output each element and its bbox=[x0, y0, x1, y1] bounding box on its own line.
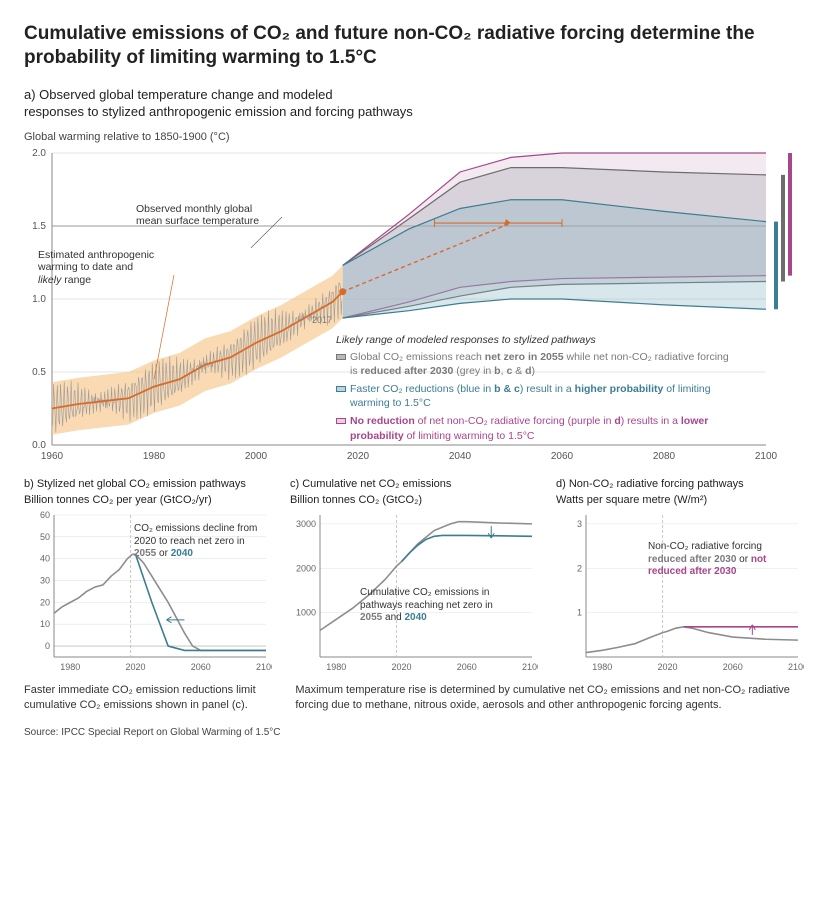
svg-text:2000: 2000 bbox=[245, 451, 268, 462]
legend-blue: Faster CO₂ reductions (blue in b & c) re… bbox=[336, 382, 738, 410]
orange-annot-l3: likely bbox=[38, 274, 61, 286]
svg-text:2020: 2020 bbox=[392, 662, 412, 672]
panel-a-chart: 0.0 0.5 1.0 1.5 2.0 1960 1980 2000 2020 2040 2060 2… bbox=[24, 147, 802, 463]
year-2017-label: 2017 bbox=[312, 315, 332, 326]
panel-a-ylabel: Global warming relative to 1850-1900 (°C… bbox=[24, 131, 802, 143]
svg-text:1.0: 1.0 bbox=[32, 294, 46, 305]
orange-annot-l3b: range bbox=[61, 274, 91, 286]
svg-text:10: 10 bbox=[40, 619, 50, 629]
svg-text:0.0: 0.0 bbox=[32, 440, 46, 451]
svg-text:1980: 1980 bbox=[143, 451, 166, 462]
svg-text:30: 30 bbox=[40, 576, 50, 586]
panel-d-annot: Non-CO₂ radiative forcing reduced after … bbox=[648, 541, 798, 579]
svg-text:1000: 1000 bbox=[296, 608, 316, 618]
legend-blue-swatch bbox=[336, 386, 346, 392]
orange-annot-l1: Estimated anthropogenic bbox=[38, 249, 154, 261]
svg-text:3000: 3000 bbox=[296, 519, 316, 529]
svg-text:50: 50 bbox=[40, 532, 50, 542]
panel-d-title2: Watts per square metre (W/m²) bbox=[556, 493, 804, 507]
svg-text:2060: 2060 bbox=[551, 451, 574, 462]
svg-text:2000: 2000 bbox=[296, 563, 316, 573]
svg-text:3: 3 bbox=[577, 519, 582, 529]
panel-d: d) Non-CO₂ radiative forcing pathways Wa… bbox=[556, 477, 804, 674]
legend-purple: No reduction of net non-CO₂ radiative fo… bbox=[336, 414, 738, 442]
panel-b: b) Stylized net global CO₂ emission path… bbox=[24, 477, 272, 674]
svg-text:2040: 2040 bbox=[449, 451, 472, 462]
svg-text:2100: 2100 bbox=[522, 662, 538, 672]
panel-c-title1: c) Cumulative net CO₂ emissions bbox=[290, 477, 538, 491]
svg-text:2020: 2020 bbox=[347, 451, 370, 462]
panel-d-title1: d) Non-CO₂ radiative forcing pathways bbox=[556, 477, 804, 491]
svg-text:1980: 1980 bbox=[592, 662, 612, 672]
caption-row: Faster immediate CO₂ emission reductions… bbox=[24, 683, 802, 713]
source-line: Source: IPCC Special Report on Global Wa… bbox=[24, 727, 802, 738]
svg-text:1: 1 bbox=[577, 608, 582, 618]
svg-text:2020: 2020 bbox=[658, 662, 678, 672]
svg-text:1.5: 1.5 bbox=[32, 221, 46, 232]
obs-annot-text: Observed monthly global mean surface tem… bbox=[136, 203, 259, 228]
orange-annot-l2: warming to date and bbox=[38, 261, 133, 273]
svg-text:2060: 2060 bbox=[457, 662, 477, 672]
svg-text:2.0: 2.0 bbox=[32, 148, 46, 159]
panel-a-heading-line2: responses to stylized anthropogenic emis… bbox=[24, 104, 413, 119]
main-title: Cumulative emissions of CO₂ and future n… bbox=[24, 22, 802, 70]
svg-text:0.5: 0.5 bbox=[32, 367, 46, 378]
panel-b-title1: b) Stylized net global CO₂ emission path… bbox=[24, 477, 272, 491]
legend-grey: Global CO₂ emissions reach net zero in 2… bbox=[336, 350, 738, 378]
svg-text:1960: 1960 bbox=[41, 451, 64, 462]
svg-text:20: 20 bbox=[40, 598, 50, 608]
caption-cd: Maximum temperature rise is determined b… bbox=[295, 683, 802, 713]
panel-a-legend: Likely range of modeled responses to sty… bbox=[336, 333, 738, 443]
panel-b-title2: Billion tonnes CO₂ per year (GtCO₂/yr) bbox=[24, 493, 272, 507]
caption-b: Faster immediate CO₂ emission reductions… bbox=[24, 683, 277, 713]
orange-annotation: Estimated anthropogenic warming to date … bbox=[38, 249, 188, 287]
svg-text:2020: 2020 bbox=[126, 662, 146, 672]
obs-annotation: Observed monthly global mean surface tem… bbox=[136, 203, 259, 228]
panel-b-annot: CO₂ emissions decline from 2020 to reach… bbox=[134, 523, 262, 561]
panel-c: c) Cumulative net CO₂ emissions Billion … bbox=[290, 477, 538, 674]
svg-text:2: 2 bbox=[577, 563, 582, 573]
svg-text:2060: 2060 bbox=[191, 662, 211, 672]
legend-purple-swatch bbox=[336, 418, 346, 424]
svg-text:2100: 2100 bbox=[755, 451, 778, 462]
svg-text:2100: 2100 bbox=[788, 662, 804, 672]
svg-text:2060: 2060 bbox=[723, 662, 743, 672]
small-panels-row: b) Stylized net global CO₂ emission path… bbox=[24, 477, 802, 674]
svg-text:2080: 2080 bbox=[653, 451, 676, 462]
svg-text:1980: 1980 bbox=[326, 662, 346, 672]
svg-text:60: 60 bbox=[40, 510, 50, 520]
panel-c-annot: Cumulative CO₂ emissions in pathways rea… bbox=[360, 587, 510, 625]
panel-c-title2: Billion tonnes CO₂ (GtCO₂) bbox=[290, 493, 538, 507]
svg-text:1980: 1980 bbox=[60, 662, 80, 672]
svg-text:2100: 2100 bbox=[256, 662, 272, 672]
legend-heading: Likely range of modeled responses to sty… bbox=[336, 333, 738, 347]
panel-a-heading: a) Observed global temperature change an… bbox=[24, 86, 802, 121]
panel-a-heading-line1: a) Observed global temperature change an… bbox=[24, 87, 333, 102]
svg-text:40: 40 bbox=[40, 554, 50, 564]
legend-grey-swatch bbox=[336, 354, 346, 360]
svg-text:0: 0 bbox=[45, 641, 50, 651]
